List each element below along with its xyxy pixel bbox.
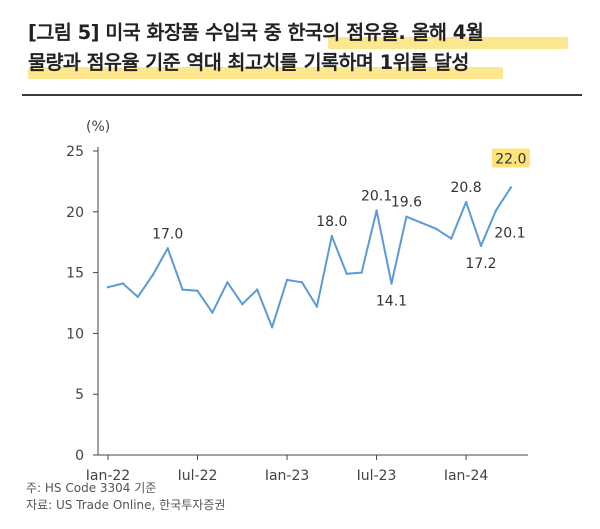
- data-label: 20.8: [450, 180, 481, 196]
- data-point: [166, 247, 169, 250]
- title-line-1: [그림 5] 미국 화장품 수입국 중 한국의 점유율. 올해 4월: [28, 18, 568, 49]
- data-point: [509, 186, 512, 189]
- data-point: [300, 281, 304, 284]
- data-label: 18.0: [316, 214, 347, 230]
- data-point: [196, 289, 199, 292]
- series-line: [107, 186, 512, 329]
- data-point: [420, 221, 423, 224]
- data-point: [479, 244, 483, 247]
- data-point: [494, 209, 498, 212]
- data-label: 17.2: [465, 256, 496, 272]
- data-label: 17.0: [152, 226, 183, 242]
- data-point: [121, 282, 125, 285]
- title-highlight: [28, 67, 503, 79]
- data-point: [315, 305, 319, 308]
- x-tick-label: Jan-24: [443, 468, 489, 480]
- data-label: 22.0: [495, 151, 526, 167]
- data-point: [375, 209, 378, 212]
- data-point: [226, 281, 229, 284]
- data-point: [241, 303, 244, 306]
- data-point: [360, 271, 363, 274]
- y-tick-label: 5: [75, 387, 84, 403]
- x-tick-label: Jul-23: [356, 468, 397, 480]
- line-chart: (%) 0 5 10 15 20 25 Jan-22 Jul-22 Jan-23 Jul-23 Jan…: [66, 119, 530, 480]
- y-axis-unit: (%): [86, 119, 110, 135]
- data-point: [285, 278, 289, 282]
- data-point: [345, 272, 348, 275]
- data-point: [211, 311, 214, 314]
- data-point: [450, 237, 453, 240]
- title-rule: [22, 94, 582, 96]
- data-point: [435, 227, 438, 230]
- data-point: [270, 326, 274, 329]
- data-point: [136, 295, 139, 299]
- chart-labels: 17.0 18.0 20.1 14.1 19.6 20.8 17.2 20.1 22.0: [152, 148, 530, 310]
- x-tick-label: Jan-22: [85, 468, 130, 480]
- data-point: [181, 288, 184, 291]
- note-text: 주: HS Code 3304 기준: [26, 481, 157, 495]
- x-tick-label: Jul-22: [177, 468, 218, 480]
- data-label: 19.6: [391, 195, 422, 211]
- figure-notes: 주: HS Code 3304 기준 자료: US Trade Online, …: [26, 480, 225, 514]
- x-tick-label: Jan-23: [264, 468, 309, 480]
- data-label: 20.1: [494, 226, 525, 242]
- data-point: [390, 282, 393, 285]
- y-tick-label: 10: [66, 326, 84, 342]
- y-tick-label: 25: [66, 144, 84, 160]
- chart-series: [106, 186, 512, 329]
- title-line-2: 물량과 점유율 기준 역대 최고치를 기록하며 1위를 달성: [28, 48, 568, 79]
- data-point: [256, 288, 259, 291]
- highlight-box: [491, 148, 530, 168]
- title-highlight: [328, 37, 568, 49]
- data-point: [106, 286, 110, 289]
- data-label: 20.1: [361, 189, 392, 205]
- data-point: [464, 200, 468, 204]
- chart-axes: (%) 0 5 10 15 20 25 Jan-22 Jul-22 Jan-23 Jul-23 Jan…: [66, 119, 528, 480]
- source-text: 자료: US Trade Online, 한국투자증권: [26, 498, 226, 512]
- y-tick-label: 20: [66, 205, 84, 221]
- data-point: [330, 234, 333, 238]
- y-tick-label: 0: [75, 448, 84, 464]
- y-tick-label: 15: [66, 266, 84, 282]
- data-label: 14.1: [376, 294, 407, 310]
- data-point: [405, 215, 408, 218]
- data-point: [151, 273, 154, 277]
- figure-title: [그림 5] 미국 화장품 수입국 중 한국의 점유율. 올해 4월 물량과 점…: [28, 18, 568, 79]
